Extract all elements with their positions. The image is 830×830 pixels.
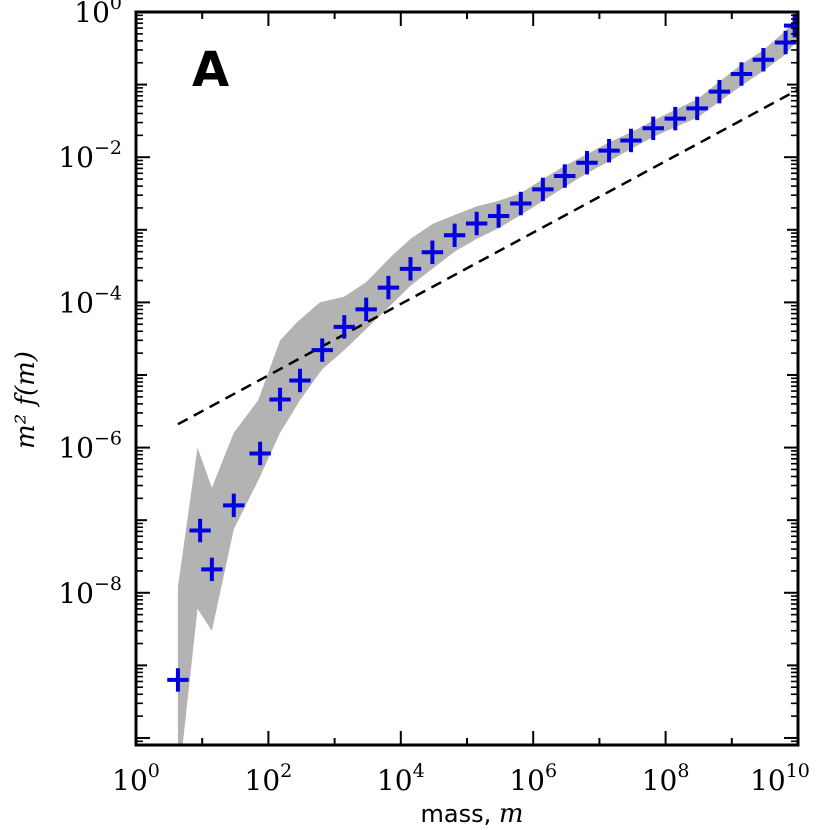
x-tick-label: 100 [112, 760, 160, 797]
x-tick-label-exp: 4 [413, 760, 425, 782]
y-axis-label: m² f(m) [11, 351, 41, 449]
x-tick-label-base: 10 [750, 764, 786, 797]
x-tick-label: 106 [509, 760, 557, 797]
data-point [510, 191, 532, 216]
reference-power-law-line [177, 88, 798, 426]
x-tick-label-exp: 2 [280, 760, 292, 782]
data-point [311, 338, 333, 362]
y-tick-label-exp: −4 [94, 282, 122, 304]
data-point [399, 257, 422, 281]
x-tick-label-base: 10 [112, 764, 148, 797]
data-point [554, 164, 576, 188]
x-tick-label-base: 10 [245, 764, 281, 797]
x-tick-label: 108 [642, 760, 690, 797]
x-tick-label-base: 10 [509, 764, 545, 797]
x-tick-label-exp: 10 [786, 760, 810, 782]
y-tick-label-base: 10 [58, 141, 94, 174]
data-point [620, 128, 642, 153]
y-tick-label: 10−6 [58, 428, 122, 465]
data-point [167, 668, 189, 692]
axis-ticks-layer [135, 11, 799, 746]
data-point [730, 62, 753, 86]
data-point [333, 315, 355, 339]
y-tick-label-base: 10 [58, 432, 94, 465]
x-axis-label-text: mass, [420, 800, 498, 828]
y-tick-label: 10−4 [58, 282, 122, 319]
data-point [774, 30, 797, 55]
data-point [443, 223, 466, 248]
x-axis-label: mass, m [420, 799, 523, 829]
data-point [189, 518, 211, 543]
data-point [686, 96, 708, 121]
plot-frame [134, 10, 800, 747]
data-point [708, 79, 731, 104]
data-point [487, 204, 510, 228]
data-point [223, 493, 245, 518]
y-tick-label-base: 10 [74, 0, 110, 29]
x-tick-label-exp: 6 [545, 760, 557, 782]
data-point [249, 441, 271, 466]
y-tick-label-base: 10 [58, 286, 94, 319]
x-tick-label-exp: 0 [148, 760, 160, 782]
x-tick-label-base: 10 [377, 764, 413, 797]
data-point [355, 297, 377, 322]
x-tick-label-exp: 8 [677, 760, 689, 782]
data-point [421, 240, 444, 264]
panel-letter: A [192, 42, 229, 98]
x-tick-label: 1010 [750, 760, 810, 797]
data-point [269, 387, 291, 412]
data-point [465, 211, 488, 236]
x-tick-label: 104 [377, 760, 425, 797]
data-point [289, 368, 311, 393]
data-point [201, 557, 223, 582]
x-tick-label-base: 10 [642, 764, 678, 797]
reference-line-layer [177, 88, 798, 426]
y-tick-label-exp: −8 [94, 573, 122, 595]
y-tick-label-exp: −2 [94, 137, 122, 159]
data-point [377, 275, 400, 300]
y-tick-label-exp: −6 [94, 428, 122, 450]
y-tick-label: 10−2 [58, 137, 122, 174]
y-tick-label-exp: 0 [110, 0, 122, 14]
data-markers-layer [167, 13, 798, 692]
x-axis-label-var: m [499, 799, 524, 829]
data-point [532, 177, 554, 202]
data-point [598, 138, 620, 163]
y-tick-label: 10−8 [58, 573, 122, 610]
data-point [752, 48, 775, 72]
data-point [664, 106, 686, 131]
x-tick-label: 102 [245, 760, 293, 797]
y-tick-label-base: 10 [58, 577, 94, 610]
data-point [576, 150, 598, 175]
data-point [642, 116, 664, 141]
y-tick-label: 100 [74, 0, 122, 29]
